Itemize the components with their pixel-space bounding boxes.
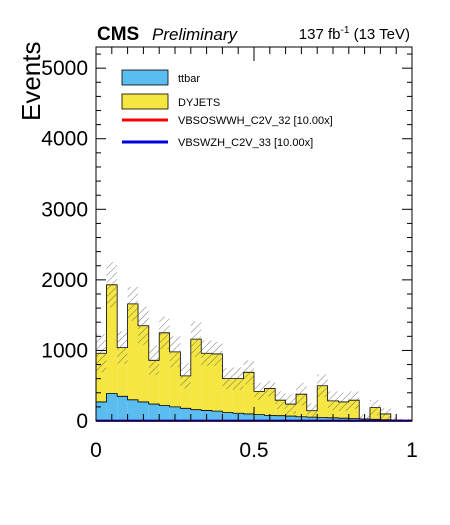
- uncertainty-band-21: [317, 374, 327, 397]
- plot-area: [96, 262, 412, 421]
- ttbar-bar-11: [212, 411, 222, 421]
- y-axis-title: Events: [16, 42, 46, 122]
- uncertainty-band-2: [117, 331, 127, 363]
- y-tick-label: 3000: [41, 198, 88, 221]
- uncertainty-band-1: [106, 262, 117, 307]
- ttbar-bar-3: [128, 400, 138, 421]
- legend-label-1: DYJETS: [178, 97, 220, 109]
- uncertainty-band-7: [170, 336, 181, 367]
- legend-label-2: VBSOSWWH_C2V_32 [10.00x]: [178, 115, 333, 127]
- y-tick-label: 0: [76, 410, 88, 433]
- uncertainty-band-18: [286, 394, 296, 414]
- legend-label-3: VBSWZH_C2V_33 [10.00x]: [178, 137, 313, 149]
- legend-swatch-1: [122, 94, 168, 109]
- uncertainty-band-23: [338, 393, 348, 411]
- uncertainty-band-0: [96, 334, 106, 372]
- y-tick-label: 5000: [41, 57, 88, 80]
- ttbar-bar-0: [96, 402, 106, 421]
- lumi-value: 137 fb: [299, 26, 341, 43]
- uncertainty-band-5: [149, 345, 159, 375]
- lumi-energy: (13 TeV): [349, 26, 410, 43]
- cms-label: CMS: [97, 24, 139, 45]
- y-tick-label: 4000: [41, 128, 88, 151]
- uncertainty-band-27: [380, 408, 390, 419]
- legend-swatch-0: [122, 70, 168, 85]
- y-tick-label: 2000: [41, 269, 88, 292]
- ttbar-bar-9: [191, 410, 201, 421]
- uncertainty-band-17: [275, 391, 285, 409]
- uncertainty-band-24: [349, 391, 359, 409]
- uncertainty-band-15: [254, 383, 264, 400]
- uncertainty-band-20: [307, 403, 317, 418]
- lumi-label: 137 fb-1 (13 TeV): [299, 25, 410, 43]
- legend: ttbar DYJETS VBSOSWWH_C2V_32 [10.00x] VBSWZ…: [122, 70, 333, 149]
- y-tick-label: 1000: [41, 339, 88, 362]
- uncertainty-band-10: [201, 341, 212, 366]
- x-tick-label: 1: [406, 439, 418, 462]
- uncertainty-band-16: [264, 381, 275, 397]
- preliminary-label: Preliminary: [152, 25, 239, 44]
- uncertainty-band-14: [244, 360, 254, 384]
- ttbar-bar-6: [159, 405, 169, 421]
- uncertainty-band-3: [128, 287, 138, 321]
- ttbar-bar-8: [180, 408, 190, 421]
- uncertainty-band-13: [233, 367, 244, 390]
- uncertainty-band-4: [138, 307, 149, 345]
- ttbar-bar-2: [117, 396, 127, 421]
- uncertainty-band-9: [191, 322, 201, 357]
- uncertainty-band-8: [180, 363, 190, 388]
- x-tick-label: 0.5: [239, 439, 268, 462]
- x-tick-label: 0: [90, 439, 102, 462]
- uncertainty-band-22: [328, 391, 339, 410]
- uncertainty-band-19: [296, 383, 307, 406]
- uncertainty-band-6: [159, 317, 169, 349]
- ttbar-bar-5: [149, 404, 159, 421]
- uncertainty-band-11: [212, 342, 222, 366]
- uncertainty-band-12: [222, 368, 232, 389]
- uncertainty-band-26: [370, 400, 380, 416]
- legend-label-0: ttbar: [178, 73, 200, 85]
